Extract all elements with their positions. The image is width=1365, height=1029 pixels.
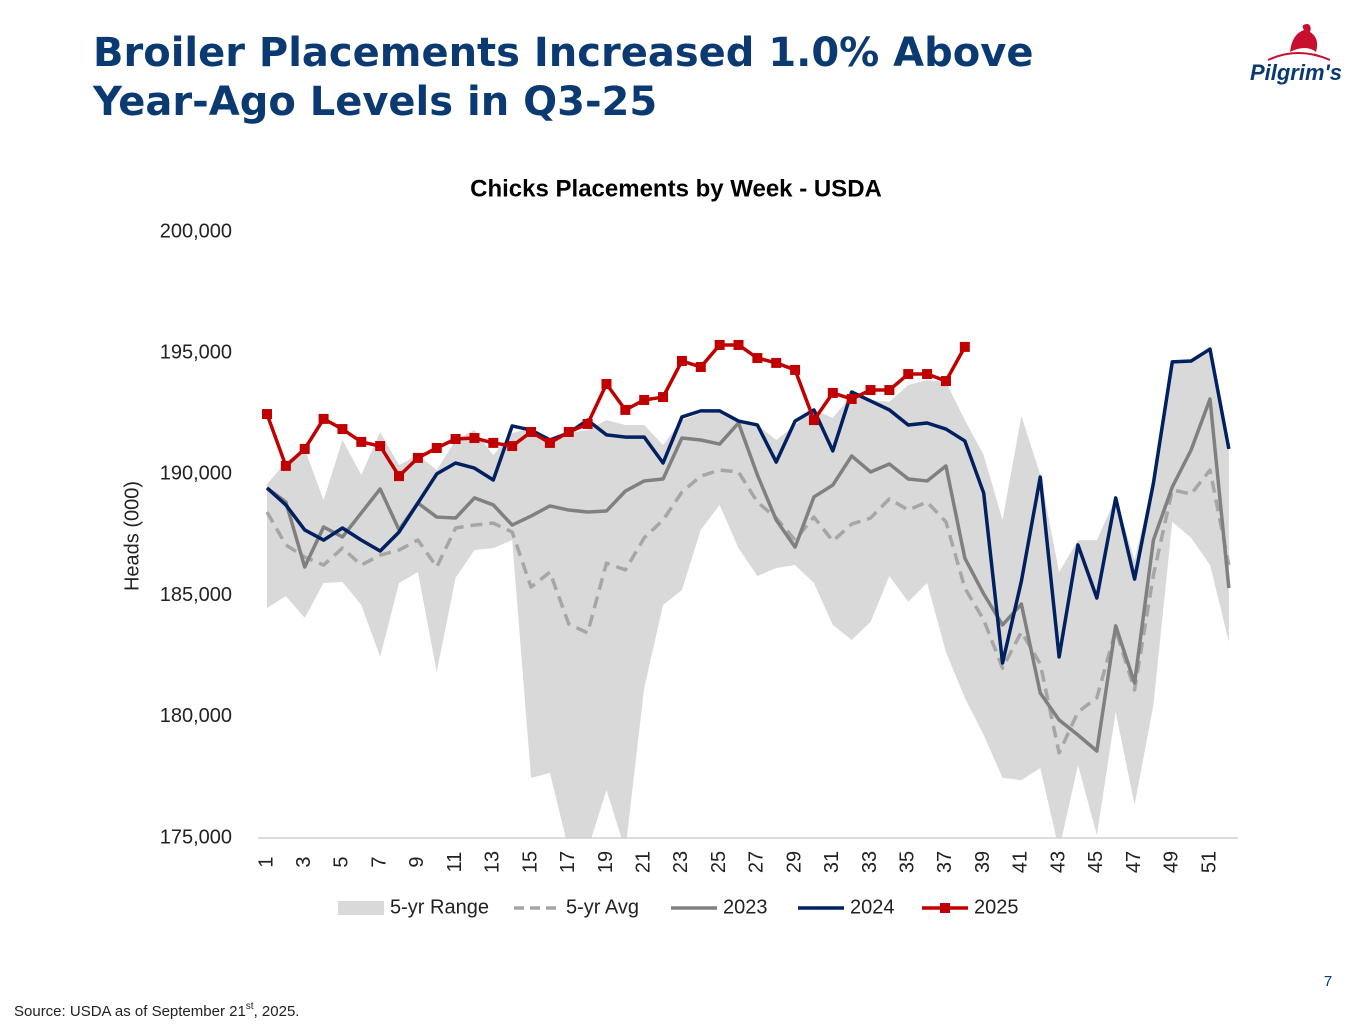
x-tick-label: 49	[1161, 851, 1183, 873]
y-tick-label: 175,000	[160, 826, 232, 848]
page-number: 7	[1324, 973, 1332, 990]
source-note: Source: USDA as of September 21st, 2025.	[14, 1001, 299, 1020]
point-marker	[884, 385, 895, 396]
point-marker	[733, 339, 744, 350]
legend-swatch	[338, 901, 384, 915]
x-tick-label: 27	[746, 851, 768, 873]
point-marker	[959, 341, 970, 352]
point-marker	[790, 364, 801, 375]
point-marker	[469, 433, 480, 444]
source-sup: st	[246, 1001, 254, 1012]
logo-text: Pilgrim's	[1250, 60, 1342, 85]
range-area	[267, 348, 1229, 838]
legend-label: 2023	[723, 896, 768, 918]
point-marker	[280, 460, 291, 471]
x-tick-label: 23	[670, 851, 692, 873]
x-tick-label: 5	[331, 856, 353, 867]
slide-title: Broiler Placements Increased 1.0% Above	[93, 30, 1033, 76]
point-marker	[639, 394, 650, 405]
point-marker	[318, 413, 329, 424]
y-axis-label: Heads (000)	[121, 481, 143, 591]
x-tick-label: 1	[255, 856, 277, 867]
point-marker	[808, 415, 819, 426]
legend-label: 2025	[974, 896, 1019, 918]
y-tick-label: 180,000	[160, 705, 232, 727]
legend-label: 5-yr Range	[390, 896, 489, 918]
x-tick-label: 39	[972, 851, 994, 873]
chart-title: Chicks Placements by Week - USDA	[470, 175, 882, 202]
x-tick-label: 29	[783, 851, 805, 873]
x-tick-label: 25	[708, 851, 730, 873]
x-tick-label: 21	[632, 851, 654, 873]
x-tick-label: 13	[482, 851, 504, 873]
x-tick-label: 19	[595, 851, 617, 873]
point-marker	[262, 409, 272, 420]
point-marker	[865, 385, 876, 396]
series-line	[265, 397, 1231, 753]
source-text: , 2025.	[254, 1003, 300, 1020]
point-marker	[337, 424, 348, 435]
point-marker	[714, 339, 725, 350]
point-marker	[544, 437, 555, 448]
point-marker	[299, 443, 310, 454]
point-marker	[488, 437, 499, 448]
point-marker	[394, 471, 405, 482]
point-marker	[507, 441, 518, 452]
x-tick-label: 11	[444, 852, 466, 873]
point-marker	[922, 369, 933, 380]
point-marker	[676, 355, 687, 366]
point-marker	[620, 404, 631, 415]
y-tick-label: 195,000	[160, 341, 232, 363]
x-tick-label: 7	[368, 856, 390, 867]
logo: Pilgrim's	[1250, 24, 1342, 85]
point-marker	[827, 387, 838, 398]
x-tick-label: 33	[859, 851, 881, 873]
x-tick-label: 37	[934, 851, 956, 873]
x-tick-label: 15	[519, 851, 541, 873]
series-line	[265, 468, 1231, 755]
source-text: Source: USDA as of September 21	[14, 1003, 246, 1020]
point-marker	[563, 426, 574, 437]
point-marker	[526, 426, 537, 437]
point-marker	[450, 434, 461, 445]
x-tick-label: 47	[1123, 851, 1145, 873]
y-tick-label: 200,000	[160, 220, 232, 242]
logo-icon	[1290, 24, 1318, 52]
x-tick-label: 31	[821, 851, 843, 873]
point-marker	[601, 378, 612, 389]
x-tick-label: 9	[406, 856, 428, 867]
point-marker	[940, 376, 951, 387]
legend-label: 2024	[850, 896, 895, 918]
x-tick-label: 45	[1085, 851, 1107, 873]
point-marker	[375, 441, 386, 452]
x-tick-label: 41	[1010, 851, 1032, 873]
point-marker	[695, 362, 706, 373]
legend-marker	[940, 903, 950, 913]
x-tick-label: 17	[557, 851, 579, 873]
y-tick-label: 185,000	[160, 584, 232, 606]
point-marker	[658, 392, 669, 403]
point-marker	[356, 436, 367, 447]
series-line	[265, 347, 1231, 665]
point-marker	[431, 442, 442, 453]
point-marker	[771, 357, 782, 368]
legend-label: 5-yr Avg	[566, 896, 639, 918]
x-tick-label: 3	[293, 856, 315, 867]
y-tick-label: 190,000	[160, 463, 232, 485]
x-tick-label: 35	[897, 851, 919, 873]
point-marker	[752, 353, 763, 364]
x-tick-label: 43	[1047, 851, 1069, 873]
point-marker	[903, 369, 914, 380]
point-marker	[412, 452, 423, 463]
point-marker	[846, 394, 857, 405]
x-tick-label: 51	[1198, 851, 1220, 873]
plot-area	[262, 339, 1231, 838]
slide-title: Year-Ago Levels in Q3-25	[92, 79, 657, 125]
logo-arc	[1267, 52, 1331, 61]
point-marker	[582, 418, 593, 429]
